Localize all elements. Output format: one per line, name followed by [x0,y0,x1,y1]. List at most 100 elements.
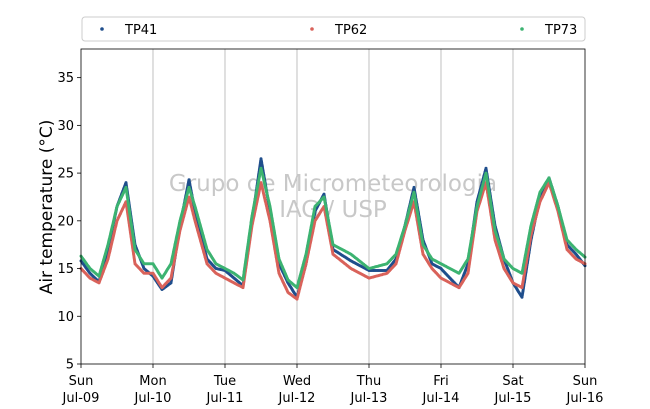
trace-TP73 [529,225,533,229]
trace-TP73 [348,252,352,256]
trace-TP73 [168,263,172,267]
series-layer [79,157,587,301]
trace-TP73 [268,203,272,207]
plot-frame [80,48,586,365]
plot-area: Grupo de Micrometeorologia IAG / USP [79,48,587,365]
trace-TP62 [106,258,109,262]
trace-TP41 [142,265,145,269]
y-tick-label-0: 5 [66,358,74,373]
trace-TP62 [231,280,235,284]
trace-TP73 [502,256,506,260]
trace-TP62 [493,237,497,240]
trace-TP41 [438,266,442,270]
watermark: Grupo de Micrometeorologia IAG / USP [169,171,497,223]
trace-TP62 [384,272,388,276]
y-tick-label-2: 15 [57,262,74,277]
x-tick-day-7: Sun [573,374,598,389]
trace-TP62 [87,275,91,279]
trace-TP73 [438,261,442,265]
trace-TP73 [133,246,137,250]
y-axis: 5 10 15 20 25 30 35 [57,71,81,373]
x-tick-day-6: Sat [502,374,523,389]
legend-frame [81,16,586,42]
y-tick-label-4: 25 [57,167,74,182]
trace-TP73 [573,247,577,250]
trace-TP73 [421,241,425,245]
trace-TP73 [313,206,317,210]
trace-TP73 [475,206,479,210]
trace-TP73 [178,220,182,224]
trace-TP73 [556,203,560,207]
trace-TP62 [222,276,226,279]
x-grid [152,49,514,364]
trace-TP41 [573,251,577,255]
trace-TP73 [205,246,209,250]
trace-TP62 [304,263,308,267]
y-tick-label-1: 10 [57,310,74,325]
legend: TP41 TP62 TP73 [81,16,586,42]
x-tick-label-4: Jul-13 [350,391,388,406]
x-tick-day-5: Fri [433,374,449,389]
trace-TP73 [193,203,197,207]
series-TP73 [79,166,587,290]
trace-TP73 [106,244,110,248]
x-tick-label-3: Jul-12 [278,391,316,406]
watermark-line-2: IAG / USP [279,197,387,223]
x-tick-label-1: Jul-10 [134,391,172,406]
trace-TP62 [438,275,442,279]
trace-TP62 [421,251,425,255]
trace-TP62 [133,260,137,264]
y-axis-label: Air temperature (°C) [37,120,57,295]
trace-TP73 [87,265,91,269]
trace-TP62 [268,218,272,221]
trace-TP73 [493,227,497,231]
trace-TP62 [348,266,352,270]
trace-TP62 [115,220,119,224]
trace-TP62 [393,263,397,267]
trace-TP41 [87,270,91,274]
trace-TP62 [205,260,209,264]
trace-TP41 [231,275,235,279]
trace-TP62 [573,256,577,260]
trace-TP73 [366,266,370,270]
legend-label-2: TP73 [544,23,577,38]
x-tick-label-6: Jul-15 [494,391,532,406]
trace-TP62 [285,289,289,293]
legend-marker-1 [310,27,314,31]
trace-TP73 [565,237,569,241]
trace-TP62 [331,251,335,255]
trace-TP62 [193,218,197,221]
x-axis: Sun Jul-09 Mon Jul-10 Tue Jul-11 Wed Jul-12 Thu J… [62,364,604,406]
trace-TP62 [366,276,370,279]
legend-label-0: TP41 [124,23,157,38]
trace-TP62 [277,270,281,274]
trace-TP73 [384,262,388,266]
trace-TP73 [304,254,308,258]
trace-TP41 [348,258,352,262]
trace-TP62 [565,246,569,250]
trace-TP73 [538,192,542,195]
trace-TP62 [502,265,506,269]
trace-TP73 [115,206,119,210]
trace-TP41 [213,266,217,270]
y-tick-label-6: 35 [57,71,74,86]
trace-TP73 [403,225,407,229]
x-tick-label-5: Jul-14 [422,391,460,406]
x-tick-label-2: Jul-11 [206,391,244,406]
trace-TP62 [313,220,317,224]
watermark-line-1: Grupo de Micrometeorologia [169,171,497,197]
trace-TP73 [222,266,226,270]
legend-marker-0 [100,27,104,31]
x-tick-label-7: Jul-16 [566,391,604,406]
x-tick-day-4: Thu [356,374,381,389]
x-tick-day-1: Mon [139,374,166,389]
legend-label-1: TP62 [334,23,367,38]
trace-TP62 [168,277,172,281]
trace-TP62 [429,265,433,269]
x-tick-label-0: Jul-09 [62,391,100,406]
y-tick-label-3: 20 [57,214,74,229]
trace-TP73 [250,215,254,219]
trace-TP62 [465,272,469,276]
x-tick-day-0: Sun [69,374,94,389]
